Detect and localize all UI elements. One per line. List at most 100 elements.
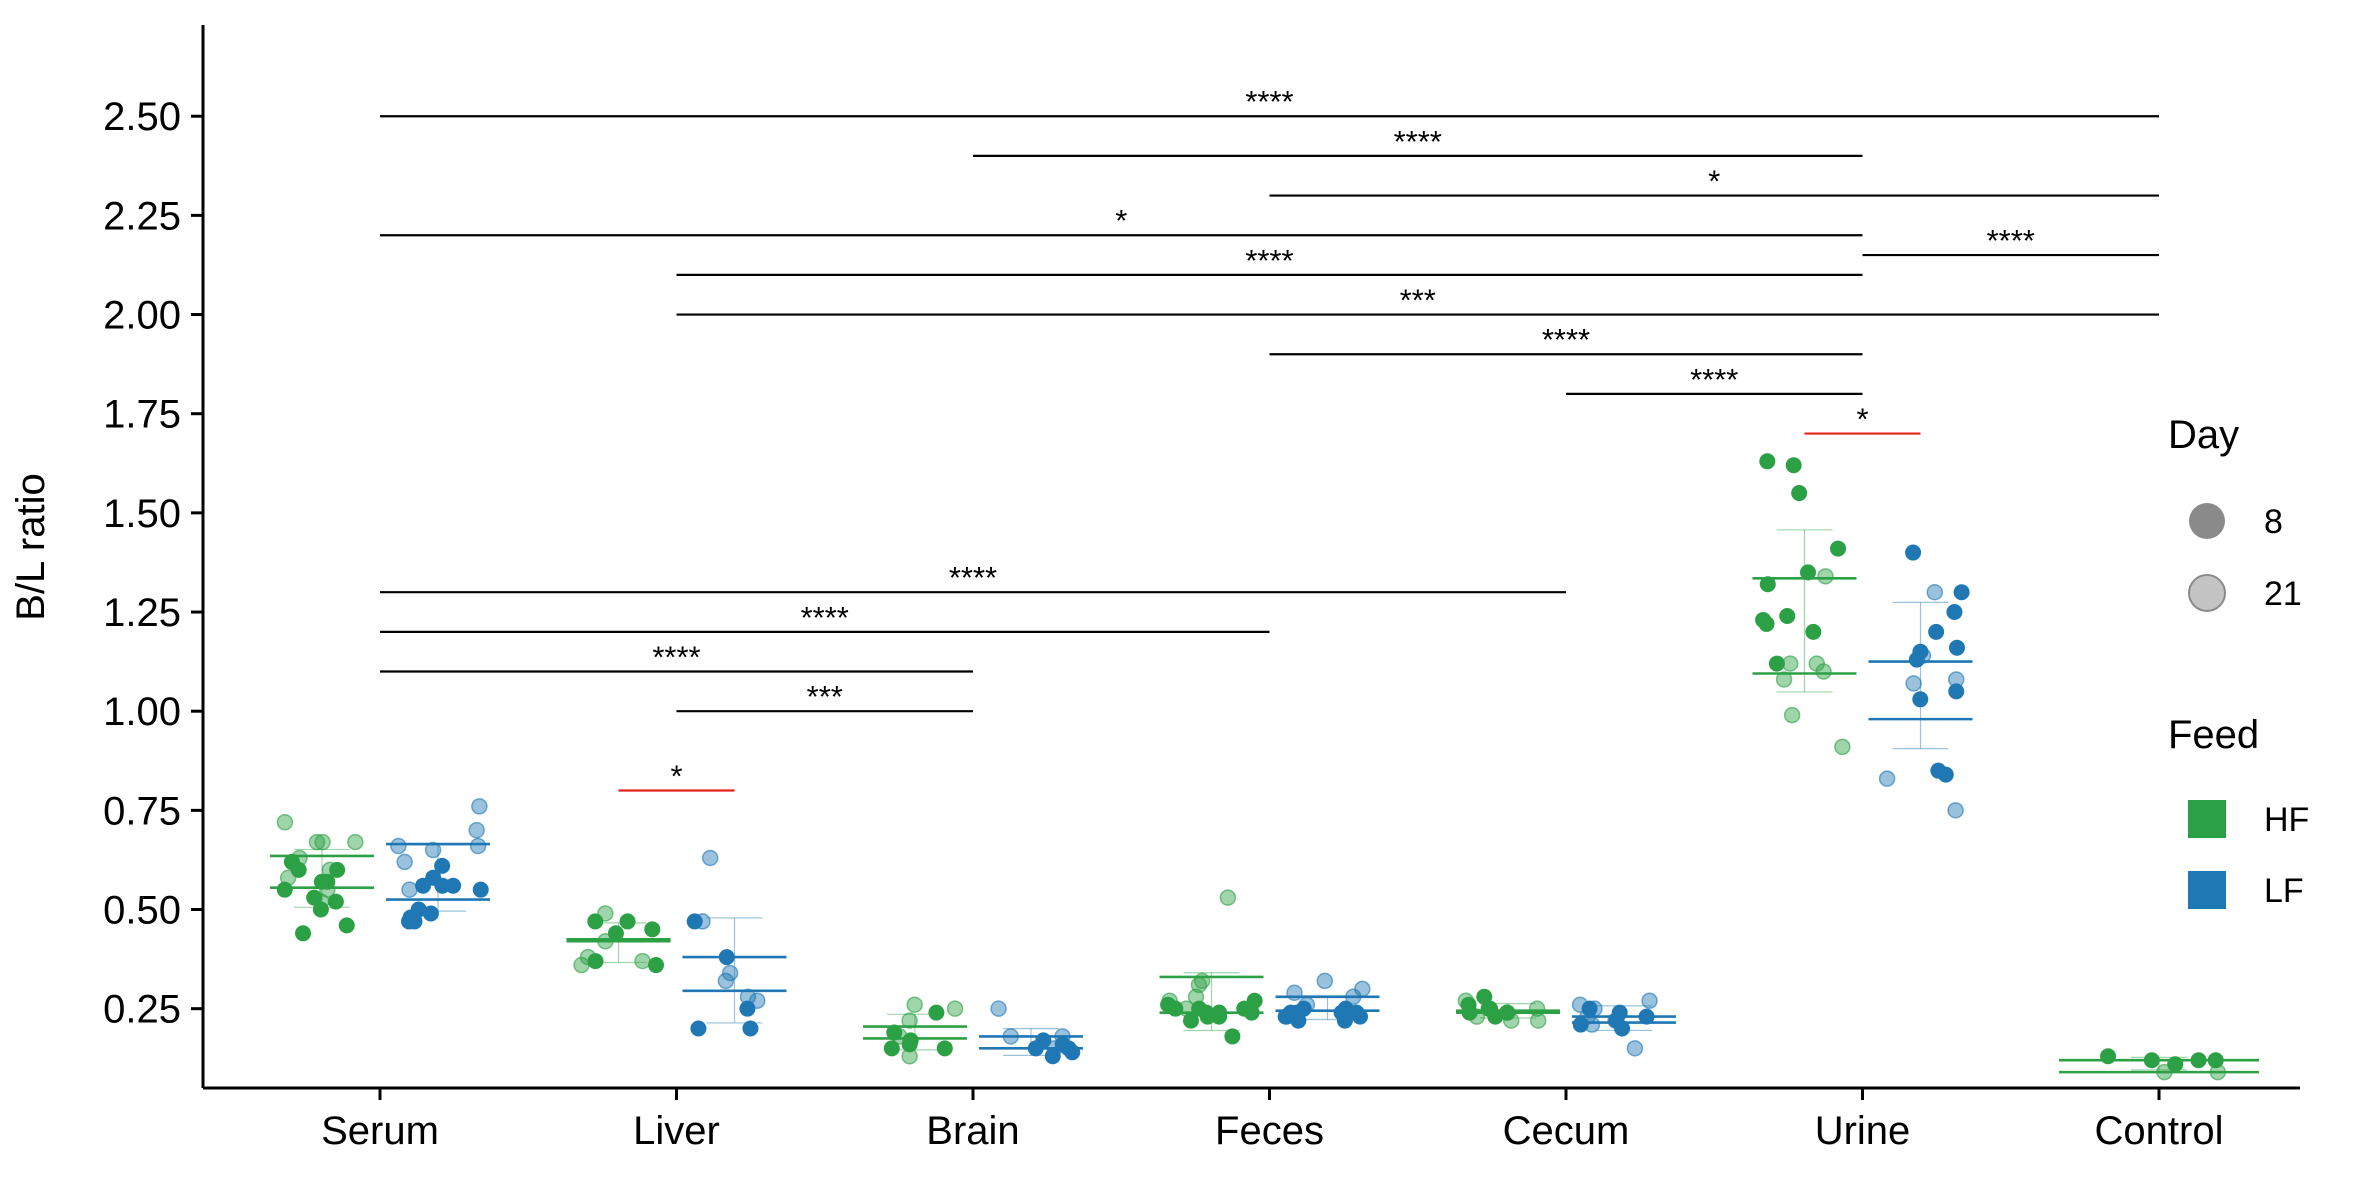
data-point-day-8 (1905, 544, 1922, 561)
within-significance-label: * (670, 759, 682, 794)
data-point-day-8 (1581, 1000, 1598, 1017)
data-point-day-8 (1805, 623, 1822, 640)
data-point-day-8 (1759, 453, 1776, 470)
x-tick-label: Feces (1215, 1109, 1324, 1153)
significance-label: **** (1245, 84, 1293, 119)
legend-feed-lf-label: LF (2264, 872, 2304, 910)
data-point-day-21 (1528, 1000, 1546, 1017)
y-tick-label: 0.25 (103, 988, 181, 1032)
data-point-day-8 (1461, 1004, 1478, 1021)
legend-day-8-marker (2189, 503, 2225, 539)
data-point-day-8 (434, 857, 451, 874)
data-point-day-21 (1783, 706, 1801, 724)
data-point-day-21 (717, 972, 735, 990)
data-point-day-8 (319, 873, 336, 890)
data-point-day-21 (401, 881, 418, 898)
x-tick-label: Brain (926, 1109, 1019, 1153)
data-point-day-8 (901, 1036, 918, 1053)
data-point-day-21 (1626, 1040, 1644, 1057)
data-point-day-21 (1529, 1012, 1547, 1029)
data-point-day-8 (283, 853, 300, 870)
data-point-day-8 (1295, 1000, 1312, 1017)
data-point-day-8 (1928, 623, 1945, 640)
data-point-day-8 (2143, 1052, 2160, 1069)
data-point-day-8 (1211, 1004, 1228, 1021)
significance-label: **** (1987, 223, 2035, 258)
significance-label: **** (1394, 124, 1442, 159)
significance-label: **** (652, 640, 700, 675)
axes: 0.25 0.50 0.75 1.00 1.25 1.50 1.75 2.00 2.25 2.50… (103, 25, 2300, 1153)
data-point-day-21 (1947, 802, 1964, 819)
data-point-day-8 (928, 1004, 945, 1021)
data-point-day-21 (308, 833, 326, 851)
data-point-day-21 (1286, 984, 1303, 1002)
data-point-day-21 (1926, 583, 1944, 601)
data-point-day-21 (469, 837, 487, 855)
y-axis-title: B/L ratio (9, 473, 53, 620)
data-point-day-8 (1333, 1004, 1350, 1021)
data-point-day-21 (573, 956, 590, 974)
data-point-day-8 (2100, 1048, 2117, 1065)
legend-day-21-label: 21 (2264, 575, 2302, 613)
data-point-day-8 (338, 917, 355, 934)
data-point-day-8 (1182, 1012, 1199, 1029)
data-point-day-21 (2156, 1063, 2173, 1081)
data-point-day-8 (1236, 1000, 1253, 1017)
data-point-day-8 (1224, 1028, 1241, 1045)
data-point-day-8 (406, 913, 423, 930)
data-point-day-8 (2167, 1056, 2184, 1073)
data-point-day-8 (1755, 611, 1772, 628)
y-tick-label: 1.00 (103, 690, 181, 734)
y-tick-label: 1.75 (103, 393, 181, 437)
legend-feed-title: Feed (2168, 713, 2259, 757)
x-tick-label: Serum (321, 1109, 439, 1153)
data-point-day-8 (1949, 639, 1966, 656)
data-point-day-8 (883, 1040, 900, 1057)
data-point-day-8 (1830, 540, 1847, 557)
data-point-day-8 (1482, 1000, 1499, 1017)
data-point-day-8 (648, 957, 665, 974)
data-point-day-8 (1638, 1008, 1655, 1025)
data-point-day-8 (1611, 1004, 1628, 1021)
data-point-day-21 (1193, 972, 1211, 990)
data-point-day-8 (607, 925, 624, 942)
data-point-day-21 (634, 952, 651, 970)
x-tick-label: Urine (1815, 1109, 1911, 1153)
data-point-day-8 (2207, 1052, 2224, 1069)
data-point-day-8 (619, 913, 636, 930)
y-tick-label: 1.25 (103, 591, 181, 635)
data-point-day-21 (721, 964, 739, 982)
data-point-day-8 (1779, 607, 1796, 624)
data-point-day-8 (644, 921, 661, 938)
significance-label: **** (1542, 322, 1590, 357)
data-point-day-21 (990, 1000, 1007, 1017)
data-point-day-21 (390, 837, 407, 855)
data-point-day-21 (1808, 655, 1825, 672)
data-point-day-8 (327, 893, 344, 910)
x-tick-label: Control (2095, 1109, 2224, 1153)
data-point-day-21 (901, 1012, 918, 1029)
data-point-day-8 (1572, 1016, 1589, 1033)
significance-label: **** (1690, 362, 1738, 397)
data-point-day-21 (946, 1000, 964, 1017)
significance-label: **** (1245, 243, 1293, 278)
y-tick-label: 2.25 (103, 194, 181, 238)
data-point-day-8 (1167, 1000, 1184, 1017)
data-point-day-21 (701, 849, 719, 867)
data-point-day-8 (690, 1020, 707, 1037)
data-point-day-8 (1282, 1004, 1299, 1021)
data-points (276, 453, 2227, 1081)
significance-label: * (1708, 164, 1720, 199)
y-tick-label: 0.75 (103, 789, 181, 833)
data-point-day-8 (1800, 564, 1817, 581)
y-tick-label: 2.00 (103, 294, 181, 338)
data-point-day-8 (1027, 1040, 1044, 1057)
data-point-day-8 (415, 877, 432, 894)
data-point-day-8 (1768, 655, 1785, 672)
data-point-day-8 (936, 1040, 953, 1057)
data-point-day-8 (306, 889, 323, 906)
data-point-day-8 (1912, 691, 1929, 708)
data-point-day-8 (1937, 766, 1954, 783)
significance-label: *** (1400, 283, 1436, 318)
